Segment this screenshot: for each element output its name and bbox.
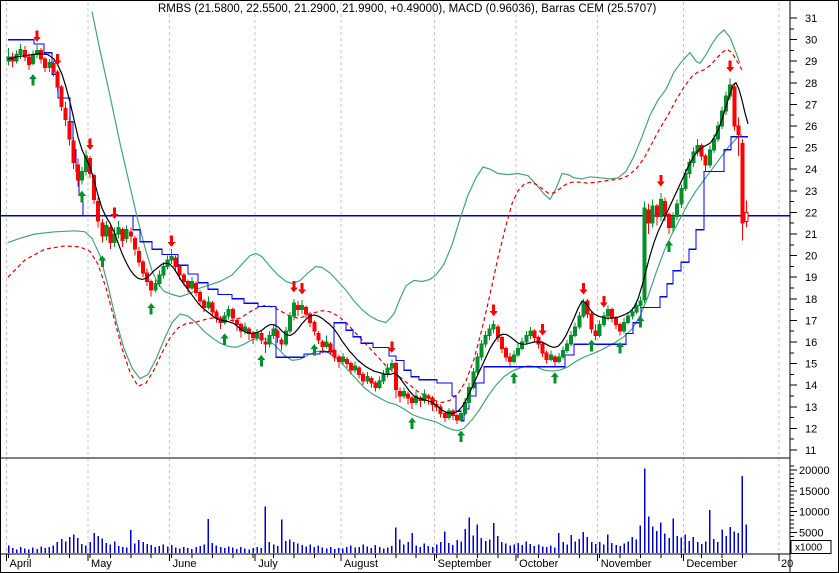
buy-arrow-icon — [665, 240, 674, 246]
buy-arrow-icon — [616, 342, 625, 347]
grid-layer — [6, 2, 780, 554]
month-label: October — [519, 558, 558, 570]
price-tick-label: 17 — [805, 315, 817, 327]
buy-arrow-icon — [636, 316, 645, 322]
price-tick-label: 26 — [805, 121, 817, 133]
price-tick-label: 30 — [805, 35, 817, 47]
price-tick-label: 28 — [805, 78, 817, 90]
price-tick-label: 27 — [805, 99, 817, 111]
month-label: May — [91, 558, 112, 570]
sell-arrow-icon — [110, 213, 119, 219]
price-tick-label: 12 — [805, 423, 817, 435]
month-label: December — [686, 558, 737, 570]
buy-arrow-icon — [310, 344, 319, 350]
price-tick-label: 23 — [805, 186, 817, 198]
month-label: April — [10, 558, 32, 570]
envelope-upper-line — [91, 11, 741, 324]
price-tick-label: 21 — [805, 229, 817, 241]
volume-unit-box — [790, 540, 832, 554]
buy-arrow-icon — [98, 255, 107, 261]
month-label: August — [344, 558, 378, 570]
buy-arrow-icon — [77, 190, 86, 196]
month-label: September — [438, 558, 492, 570]
sell-arrow-icon — [298, 289, 307, 295]
buy-arrow-icon — [457, 430, 466, 436]
buy-arrow-icon — [147, 303, 156, 309]
price-tick-label: 18 — [805, 294, 817, 306]
axis-text: 11 12 13 14 15 16 17 18 19 20 21 22 23 24 25 26 27 28 29 30… — [10, 13, 830, 570]
price-tick-label: 15 — [805, 359, 817, 371]
buy-arrow-icon — [510, 372, 519, 378]
indicator-layer — [7, 11, 743, 432]
sell-arrow-icon — [726, 67, 735, 72]
month-label: July — [258, 558, 278, 570]
sell-arrow-icon — [33, 36, 42, 42]
volume-tick-label: 15000 — [799, 486, 830, 498]
ma-layer — [7, 52, 749, 414]
volume-tick-label: 10000 — [799, 507, 830, 519]
sell-arrow-icon — [538, 330, 547, 336]
trailing-stop-line — [8, 38, 748, 422]
price-tick-label: 13 — [805, 402, 817, 414]
price-tick-label: 24 — [805, 164, 817, 176]
price-tick-label: 31 — [805, 13, 817, 25]
buy-arrow-icon — [587, 339, 596, 345]
month-label: June — [173, 558, 197, 570]
dashed-ma-line — [7, 48, 743, 404]
signal-arrows — [28, 30, 735, 443]
sell-arrow-icon — [289, 287, 298, 293]
sell-arrow-icon — [53, 60, 62, 66]
month-label: November — [601, 558, 652, 570]
price-tick-label: 22 — [805, 207, 817, 219]
price-tick-label: 14 — [805, 380, 817, 392]
volume-unit-label: x1000 — [795, 543, 823, 554]
sell-arrow-icon — [656, 181, 665, 187]
year-label: 20 — [781, 558, 793, 570]
price-tick-label: 16 — [805, 337, 817, 349]
price-tick-label: 11 — [805, 445, 816, 457]
ma-line — [7, 52, 749, 414]
envelope-lower-line — [7, 134, 743, 432]
price-tick-label: 20 — [805, 251, 817, 263]
price-tick-label: 25 — [805, 143, 817, 155]
price-tick-label: 19 — [805, 272, 817, 284]
volume-bars — [7, 468, 748, 553]
trail-layer — [8, 38, 748, 422]
sell-arrow-icon — [86, 144, 95, 150]
sell-arrow-icon — [489, 311, 498, 317]
sell-arrow-icon — [579, 289, 588, 295]
candles-layer — [6, 43, 749, 425]
volume-tick-label: 20000 — [799, 465, 830, 477]
buy-arrow-icon — [257, 354, 266, 360]
buy-arrow-icon — [550, 372, 559, 378]
sell-arrow-icon — [167, 241, 176, 247]
sell-arrow-icon — [599, 302, 608, 308]
price-tick-label: 29 — [805, 56, 817, 68]
volume-tick-label: 5000 — [799, 527, 823, 539]
chart-title: RMBS (21.5800, 22.5500, 21.2900, 21.9900… — [158, 3, 657, 15]
buy-arrow-icon — [220, 333, 229, 339]
buy-arrow-icon — [408, 417, 417, 423]
buy-arrow-icon — [28, 74, 37, 80]
sell-arrow-icon — [387, 347, 396, 353]
